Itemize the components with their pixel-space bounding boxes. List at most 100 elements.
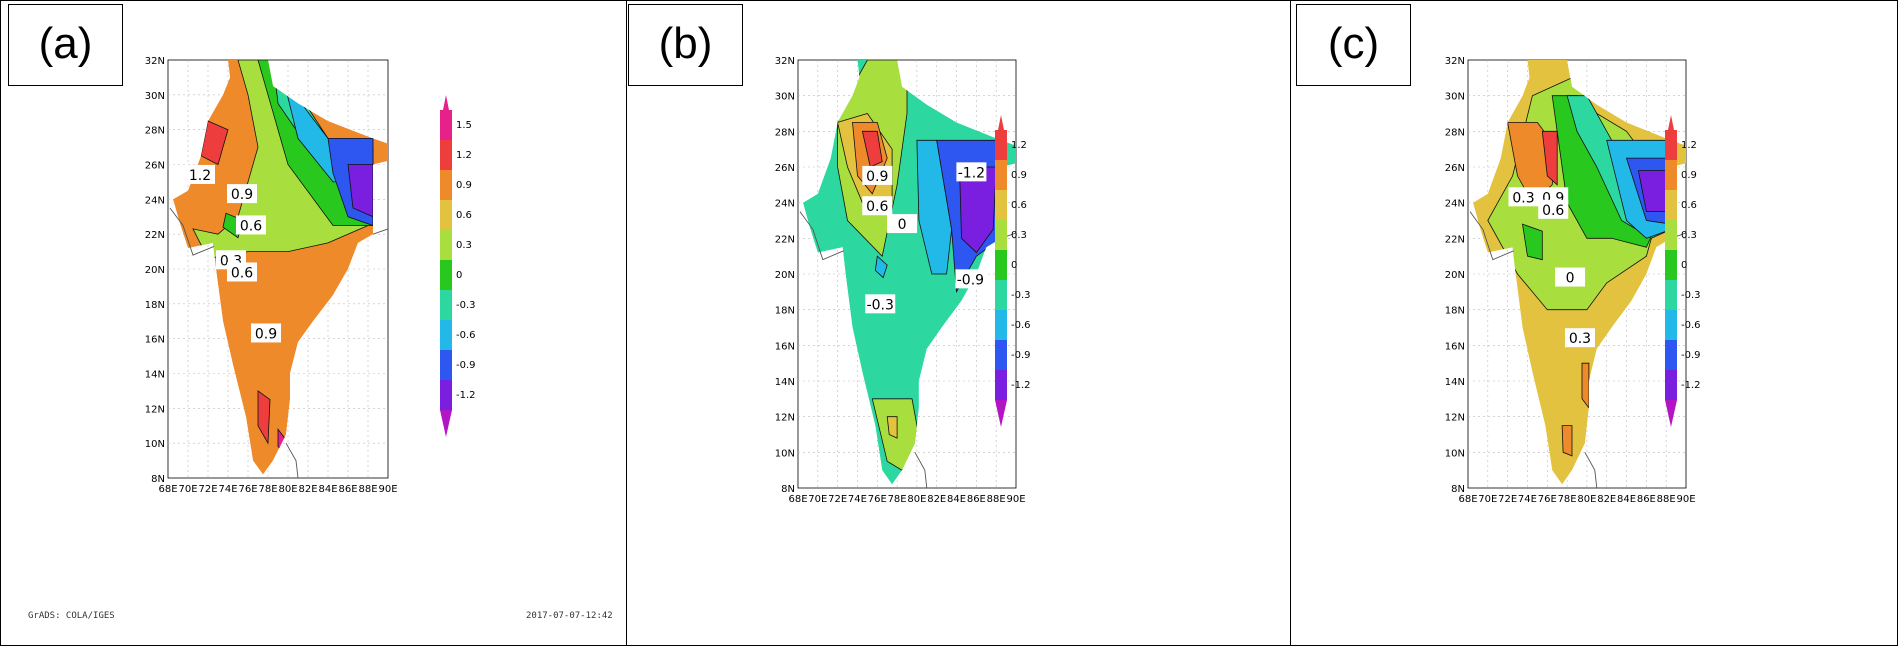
contour-label: 0.6 xyxy=(240,218,262,234)
lon-tick-label: 72E xyxy=(1498,494,1517,505)
lon-tick-label: 72E xyxy=(198,484,217,495)
lat-tick-label: 30N xyxy=(145,91,165,102)
colorbar-segment xyxy=(1665,280,1677,311)
contour-label: -0.9 xyxy=(957,272,984,288)
colorbar-label: -1.2 xyxy=(1011,380,1031,391)
coastline xyxy=(169,207,215,256)
panel-divider xyxy=(1290,0,1291,646)
lon-tick-label: 80E xyxy=(1577,494,1596,505)
colorbar-label: 1.5 xyxy=(456,120,472,131)
panel-divider xyxy=(626,0,627,646)
colorbar-label: -1.2 xyxy=(1681,380,1701,391)
contour-label-bg xyxy=(1508,187,1539,207)
colorbar-segment xyxy=(995,310,1007,341)
lat-tick-label: 24N xyxy=(775,199,795,210)
lon-tick-label: 68E xyxy=(158,484,177,495)
lat-tick-label: 30N xyxy=(1445,92,1465,103)
colorbar-segment xyxy=(440,200,452,231)
contour-region xyxy=(1522,223,1543,261)
contour-label-bg xyxy=(227,184,257,204)
lon-tick-label: 70E xyxy=(808,494,827,505)
lat-tick-label: 12N xyxy=(145,404,165,415)
colorbar-segment xyxy=(440,140,452,171)
lon-tick-label: 88E xyxy=(358,484,377,495)
contour-label-bg xyxy=(251,323,281,343)
lat-tick-label: 8N xyxy=(781,484,795,495)
lat-tick-label: 22N xyxy=(775,234,795,245)
lat-tick-label: 16N xyxy=(145,335,165,346)
coastline xyxy=(799,211,844,261)
lat-tick-label: 30N xyxy=(775,92,795,103)
lat-tick-label: 26N xyxy=(775,163,795,174)
colorbar-label: -1.2 xyxy=(456,390,476,401)
lon-tick-label: 74E xyxy=(1518,494,1537,505)
contour-label-bg xyxy=(227,262,257,282)
lat-tick-label: 22N xyxy=(145,230,165,241)
lat-tick-label: 24N xyxy=(145,195,165,206)
anomaly-field xyxy=(173,60,388,475)
colorbar-segment xyxy=(995,250,1007,281)
colorbar-label: -0.3 xyxy=(456,300,476,311)
colorbar-label: 1.2 xyxy=(1011,140,1027,151)
lat-tick-label: 22N xyxy=(1445,234,1465,245)
contour-label: 0 xyxy=(898,217,907,233)
colorbar-label: 0 xyxy=(456,270,462,281)
lon-tick-label: 70E xyxy=(1478,494,1497,505)
colorbar-segment xyxy=(995,220,1007,251)
lat-tick-label: 12N xyxy=(775,413,795,424)
lon-tick-label: 78E xyxy=(258,484,277,495)
contour-label-bg xyxy=(236,215,266,235)
contour-label: -1.2 xyxy=(958,165,985,181)
colorbar-segment xyxy=(440,380,452,411)
lon-tick-label: 80E xyxy=(907,494,926,505)
colorbar-bottom-arrow xyxy=(995,400,1007,427)
lon-tick-label: 68E xyxy=(1458,494,1477,505)
colorbar-label: 0.6 xyxy=(456,210,472,221)
lon-tick-label: 84E xyxy=(947,494,966,505)
panel-b-label: (b) xyxy=(628,4,743,86)
colorbar-segment xyxy=(995,370,1007,401)
colorbar-segment xyxy=(440,350,452,381)
coastline xyxy=(1469,211,1514,261)
lat-tick-label: 18N xyxy=(145,300,165,311)
contour-label: 0 xyxy=(1566,271,1575,287)
lon-tick-label: 90E xyxy=(1676,494,1695,505)
panel-b-map: 32N 30N 28N 26N 24N 22N 20N 18N 16N 14N 12N 10N 8N68… xyxy=(775,56,1031,505)
contour-region xyxy=(861,130,883,168)
contour-label: 0.6 xyxy=(866,199,888,215)
colorbar-segment xyxy=(440,320,452,351)
colorbar-label: -0.9 xyxy=(1681,350,1701,361)
lon-tick-label: 74E xyxy=(848,494,867,505)
lat-tick-label: 14N xyxy=(1445,377,1465,388)
lon-tick-label: 78E xyxy=(888,494,907,505)
lon-tick-label: 70E xyxy=(178,484,197,495)
lon-tick-label: 86E xyxy=(338,484,357,495)
colorbar-segment xyxy=(1665,340,1677,371)
colorbar-label: 0.6 xyxy=(1011,200,1027,211)
colorbar-segment xyxy=(440,170,452,201)
colorbar-segment xyxy=(1665,130,1677,161)
lon-tick-label: 80E xyxy=(278,484,297,495)
lat-tick-label: 16N xyxy=(1445,341,1465,352)
colorbar-segment xyxy=(1665,370,1677,401)
coastline xyxy=(1584,452,1598,489)
contour-label-bg xyxy=(862,165,893,185)
lon-tick-label: 90E xyxy=(1006,494,1025,505)
contour-region xyxy=(257,390,271,445)
timestamp: 2017-07-07-12:42 xyxy=(526,611,613,621)
lat-tick-label: 32N xyxy=(1445,56,1465,67)
colorbar-label: 0.3 xyxy=(1681,230,1697,241)
colorbar-label: 0.9 xyxy=(456,180,472,191)
colorbar-segment xyxy=(1665,250,1677,281)
lat-tick-label: 32N xyxy=(145,56,165,67)
lat-tick-label: 18N xyxy=(1445,306,1465,317)
colorbar-segment xyxy=(440,290,452,321)
contour-region xyxy=(886,416,898,439)
contour-label-bg xyxy=(887,214,918,234)
lat-tick-label: 10N xyxy=(775,448,795,459)
lon-tick-label: 76E xyxy=(868,494,887,505)
contour-label: 0.9 xyxy=(866,169,888,185)
lon-tick-label: 74E xyxy=(218,484,237,495)
contour-label-bg xyxy=(1555,267,1586,287)
colorbar-label: 1.2 xyxy=(1681,140,1697,151)
